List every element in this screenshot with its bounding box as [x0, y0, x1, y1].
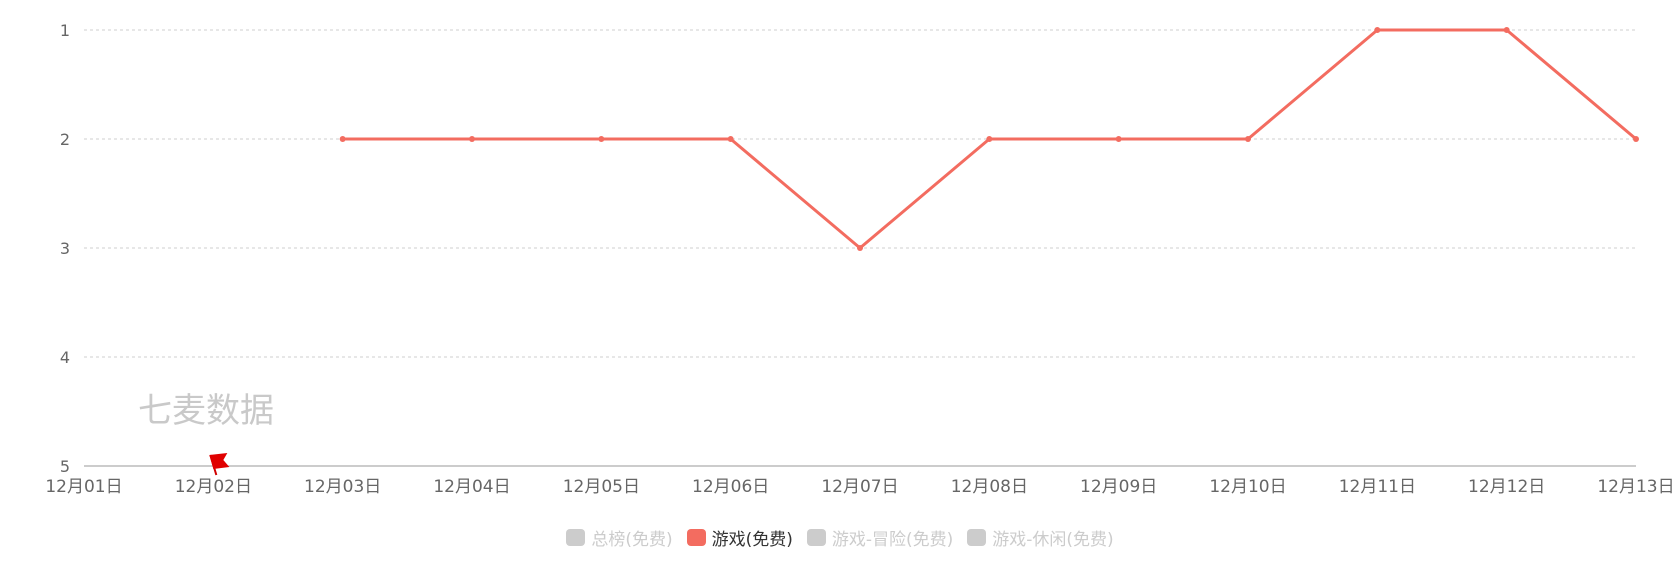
x-tick-label: 12月01日 [45, 477, 122, 497]
legend-swatch [686, 528, 706, 546]
y-tick-label: 2 [60, 130, 70, 149]
x-tick-label: 12月04日 [433, 477, 510, 497]
flag-cloth [209, 453, 230, 469]
data-point[interactable] [1115, 136, 1122, 142]
x-tick-label: 12月12日 [1468, 477, 1545, 497]
series-game-free[interactable] [339, 27, 1639, 251]
x-tick-label: 12月02日 [175, 477, 252, 497]
data-point[interactable] [727, 136, 734, 142]
data-point[interactable] [598, 136, 605, 142]
legend-swatch [806, 528, 826, 546]
data-point[interactable] [1374, 27, 1381, 33]
data-point[interactable] [1245, 136, 1251, 142]
data-point[interactable] [1633, 136, 1639, 142]
chart-legend: 总榜(免费) 游戏(免费) 游戏-冒险(免费) 游戏-休闲(免费) [0, 522, 1680, 552]
legend-label: 游戏-休闲(免费) [992, 529, 1114, 550]
watermark-text: 七麦数据 [138, 391, 274, 431]
data-point[interactable] [339, 136, 346, 142]
x-tick-label: 12月09日 [1080, 477, 1157, 497]
x-tick-label: 12月11日 [1339, 477, 1416, 497]
x-tick-label: 12月05日 [563, 477, 640, 497]
legend-item[interactable]: 游戏-冒险(免费) [806, 525, 954, 550]
legend-item[interactable]: 游戏-休闲(免费) [967, 525, 1114, 550]
legend-item[interactable]: 总榜(免费) [566, 525, 673, 550]
legend-label: 游戏(免费) [711, 529, 793, 550]
x-tick-label: 12月13日 [1597, 477, 1674, 497]
legend-swatch [967, 528, 987, 546]
y-tick-label: 5 [60, 457, 70, 476]
x-axis-labels: 12月01日 12月02日 12月03日 12月04日 12月05日 12月06日 12月0… [45, 477, 1674, 497]
y-axis-labels: 1 2 3 4 5 [60, 21, 70, 476]
legend-label: 游戏-冒险(免费) [831, 529, 954, 550]
y-tick-label: 1 [60, 21, 70, 40]
gridlines [84, 29, 1636, 358]
legend-swatch [566, 528, 586, 546]
data-point[interactable] [857, 245, 863, 251]
y-tick-label: 3 [60, 239, 70, 258]
legend-label: 总榜(免费) [591, 529, 673, 550]
x-tick-label: 12月10日 [1209, 477, 1286, 497]
y-tick-label: 4 [60, 348, 70, 367]
x-tick-label: 12月03日 [304, 477, 381, 497]
data-point[interactable] [469, 136, 475, 142]
x-tick-label: 12月06日 [692, 477, 769, 497]
flag-icon[interactable] [209, 453, 230, 476]
data-point[interactable] [1503, 27, 1510, 33]
data-point[interactable] [986, 136, 993, 142]
x-tick-label: 12月08日 [951, 477, 1028, 497]
legend-item[interactable]: 游戏(免费) [686, 525, 793, 550]
x-tick-label: 12月07日 [821, 477, 898, 497]
